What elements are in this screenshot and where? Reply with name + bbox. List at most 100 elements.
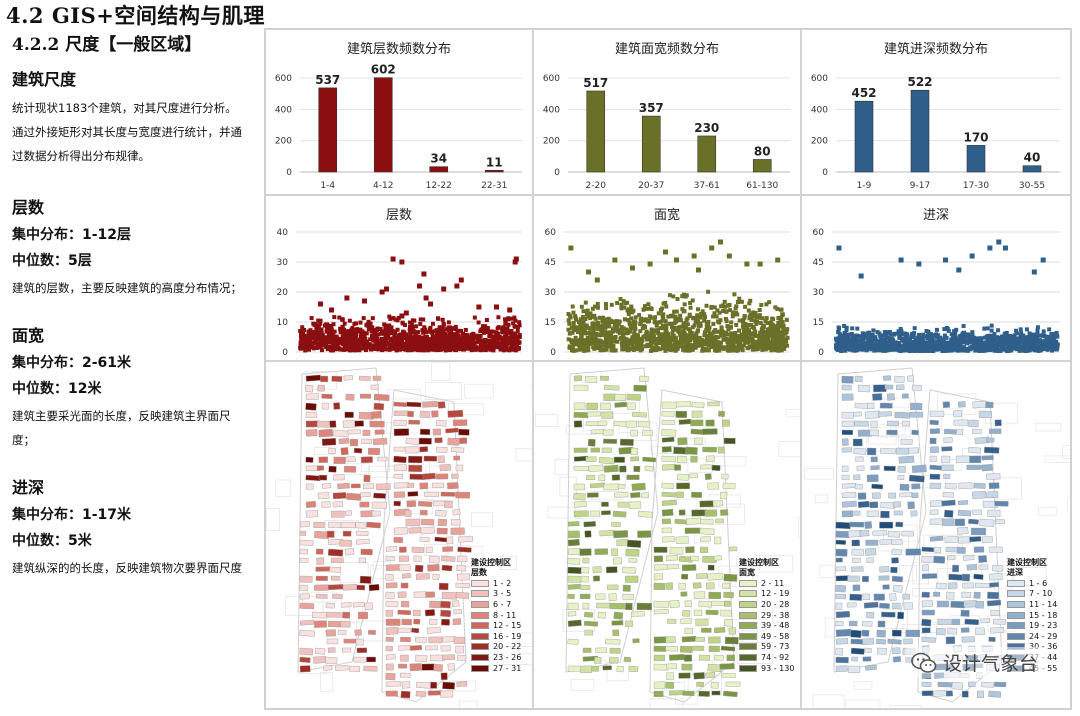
data-point <box>854 333 859 338</box>
building-footprint <box>708 591 722 600</box>
data-point <box>363 348 368 353</box>
building-footprint <box>708 645 720 652</box>
data-point <box>660 313 665 318</box>
data-point <box>383 338 388 343</box>
depth-desc: 建筑纵深的的长度，反映建筑物次要界面尺度 <box>12 561 242 575</box>
data-point <box>476 320 481 325</box>
data-point <box>376 332 381 337</box>
data-label: 80 <box>754 144 771 158</box>
building-footprint <box>929 464 942 471</box>
building-footprint <box>661 419 675 425</box>
data-point <box>701 346 706 351</box>
data-point <box>361 346 366 351</box>
building-footprint <box>354 629 362 636</box>
building-footprint <box>330 510 345 518</box>
context-outline <box>671 498 698 517</box>
building-footprint <box>424 609 436 617</box>
building-footprint <box>986 437 995 443</box>
data-point <box>358 335 363 340</box>
building-footprint <box>305 483 314 490</box>
data-point <box>420 328 425 333</box>
data-point <box>588 326 593 331</box>
building-footprint <box>988 690 1002 698</box>
data-point <box>373 333 378 338</box>
building-footprint <box>886 429 898 435</box>
data-point <box>662 324 667 329</box>
building-footprint <box>409 473 425 480</box>
building-footprint <box>994 419 1002 427</box>
context-outline <box>1062 445 1070 460</box>
building-footprint <box>624 620 633 627</box>
building-footprint <box>631 482 646 491</box>
data-point <box>682 302 687 307</box>
building-footprint <box>360 491 371 498</box>
building-footprint <box>611 548 619 557</box>
data-point <box>1018 327 1023 332</box>
building-footprint <box>661 436 675 443</box>
building-footprint <box>679 645 693 653</box>
building-footprint <box>704 473 712 480</box>
data-point <box>496 315 501 320</box>
data-point <box>603 322 608 327</box>
data-point <box>439 337 444 342</box>
building-footprint <box>841 384 852 391</box>
data-point <box>580 318 585 323</box>
building-footprint <box>393 455 407 464</box>
building-footprint <box>422 472 436 480</box>
map-legend: 建设控制区 面宽 2 - 11 12 - 19 20 - 28 29 - 38 39 -… <box>739 558 794 673</box>
data-point <box>424 338 429 343</box>
building-footprint <box>963 600 977 608</box>
data-point <box>645 306 650 311</box>
data-point <box>1005 343 1010 348</box>
data-point <box>683 324 688 329</box>
data-point <box>509 316 514 321</box>
building-footprint <box>661 428 677 437</box>
data-point <box>649 327 654 332</box>
data-point <box>869 341 874 346</box>
building-footprint <box>299 602 315 610</box>
data-point <box>953 347 958 352</box>
sidebar: 建筑尺度 统计现状1183个建筑，对其尺度进行分析。 通过外接矩形对其长度与宽度… <box>12 66 247 580</box>
data-point <box>757 261 763 267</box>
context-outline <box>649 698 684 708</box>
data-point <box>951 344 956 349</box>
building-footprint <box>661 508 674 517</box>
building-footprint <box>582 557 590 564</box>
building-footprint <box>941 455 951 464</box>
data-point <box>586 341 591 346</box>
building-footprint <box>435 446 448 453</box>
data-point <box>445 340 450 345</box>
legend-label: 1 - 6 <box>1029 578 1048 588</box>
data-point <box>631 347 636 352</box>
data-point <box>621 326 626 331</box>
data-point <box>374 339 379 344</box>
building-footprint <box>835 628 852 637</box>
data-point <box>308 341 313 346</box>
building-footprint <box>305 456 314 463</box>
data-point <box>913 338 918 343</box>
data-point <box>427 347 432 352</box>
data-point <box>973 339 978 344</box>
building-footprint <box>361 438 373 445</box>
building-footprint <box>680 618 692 624</box>
data-point <box>301 341 306 346</box>
data-point <box>435 316 440 321</box>
data-point <box>779 348 784 353</box>
legend-label: 16 - 19 <box>493 631 522 641</box>
building-footprint <box>862 620 873 627</box>
data-point <box>736 328 741 333</box>
building-footprint <box>587 492 599 498</box>
data-point <box>773 305 778 310</box>
building-footprint <box>457 555 468 562</box>
data-point <box>368 324 373 329</box>
building-footprint <box>911 492 919 499</box>
y-tick-label: 30 <box>813 288 825 298</box>
data-point <box>442 341 447 346</box>
data-point <box>315 336 320 341</box>
building-footprint <box>960 609 970 617</box>
legend-swatch <box>739 590 757 598</box>
data-point <box>624 338 629 343</box>
building-footprint <box>579 584 591 591</box>
data-point <box>921 332 926 337</box>
building-footprint <box>972 428 982 435</box>
